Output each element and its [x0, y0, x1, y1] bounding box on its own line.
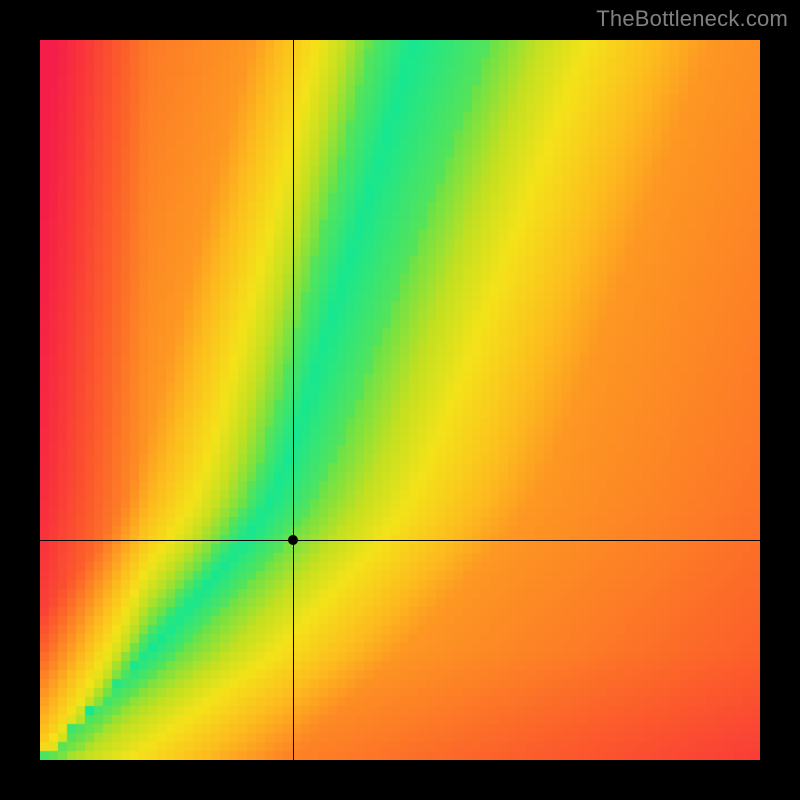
crosshair-vertical — [293, 40, 294, 760]
heatmap-canvas — [40, 40, 760, 760]
marker-dot — [288, 535, 298, 545]
heatmap-plot — [40, 40, 760, 760]
crosshair-horizontal — [40, 540, 760, 541]
watermark-text: TheBottleneck.com — [596, 6, 788, 32]
